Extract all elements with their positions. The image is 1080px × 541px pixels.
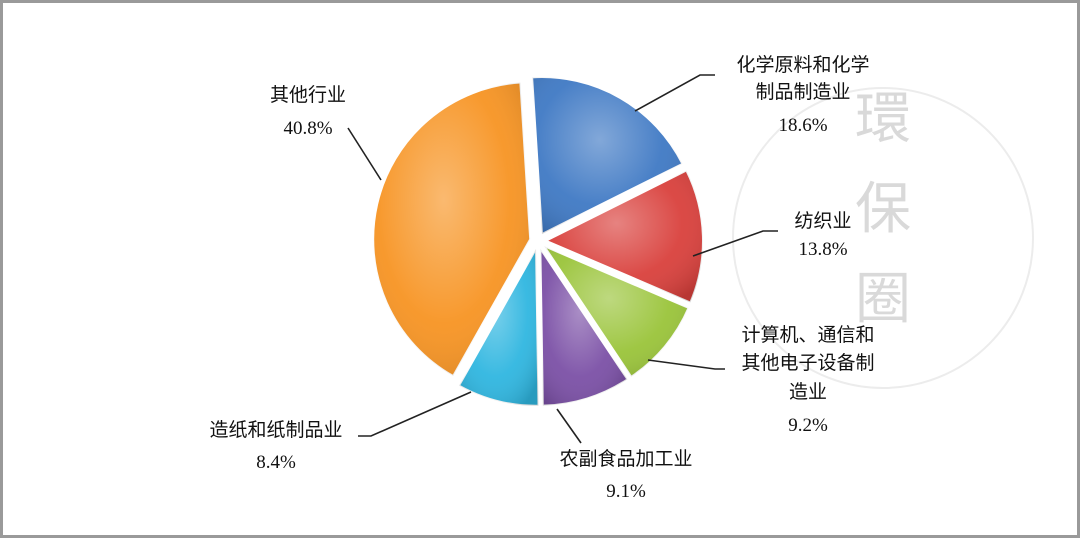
pie-slice-textile: [543, 169, 704, 304]
label-food: 农副食品加工业 9.1%: [559, 448, 692, 502]
leader-line-textile: [692, 230, 778, 257]
label-food-line-1: 农副食品加工业: [559, 448, 692, 470]
pie-slice-other-shine: [373, 82, 531, 377]
label-other: 其他行业 40.8%: [270, 84, 346, 139]
pie-slice-chem: [531, 76, 684, 236]
label-chem-line-2: 制品制造业: [755, 81, 850, 103]
leader-lines: [347, 74, 778, 444]
label-chem-line-1: 化学原料和化学: [736, 54, 869, 76]
pie-slice-computer-shine: [544, 246, 689, 377]
watermark-char-3: 圈: [855, 269, 911, 331]
watermark-char-1: 環: [855, 89, 911, 151]
label-chem-pct: 18.6%: [778, 115, 827, 136]
leader-line-other: [347, 127, 382, 181]
slice-labels: 化学原料和化学 制品制造业 18.6% 纺织业 13.8% 计算机、通信和 其他…: [209, 54, 874, 502]
pie-slice-paper-shine: [459, 248, 539, 406]
label-computer-line-2: 其他电子设备制: [741, 352, 874, 374]
pie-slice-food-shine: [540, 248, 628, 406]
watermark: 環 保 圈: [732, 87, 1034, 389]
pie-slice-paper: [457, 245, 540, 407]
leader-line-paper: [358, 391, 472, 437]
label-paper-line-1: 造纸和纸制品业: [209, 419, 342, 441]
label-textile-line-1: 纺织业: [794, 210, 851, 232]
pie-slice-textile-shine: [545, 170, 703, 303]
pie-chart: 環 保 圈 化学原料和化学 制品制造业 18.6% 纺织业 13.8%: [209, 54, 1034, 502]
leader-line-food: [556, 408, 582, 444]
leader-line-computer: [647, 359, 725, 370]
label-computer-line-3: 造业: [789, 381, 827, 403]
pie-slices: [372, 76, 704, 407]
label-other-line-1: 其他行业: [270, 84, 346, 106]
leader-line-chem: [634, 74, 715, 112]
label-computer-line-1: 计算机、通信和: [741, 324, 874, 346]
label-chem: 化学原料和化学 制品制造业 18.6%: [736, 54, 869, 136]
pie-slice-food: [539, 245, 629, 407]
watermark-char-2: 保: [855, 179, 911, 241]
label-computer-pct: 9.2%: [788, 415, 828, 436]
label-food-pct: 9.1%: [606, 481, 646, 502]
pie-slice-other: [372, 81, 532, 378]
watermark-circle: [732, 87, 1034, 389]
pie-slice-computer: [541, 243, 690, 379]
label-textile-pct: 13.8%: [798, 239, 847, 260]
label-other-pct: 40.8%: [283, 118, 332, 139]
label-computer: 计算机、通信和 其他电子设备制 造业 9.2%: [741, 324, 874, 436]
pie-slice-chem-shine: [532, 77, 683, 235]
label-paper-pct: 8.4%: [256, 452, 296, 473]
label-paper: 造纸和纸制品业 8.4%: [209, 419, 342, 473]
label-textile: 纺织业 13.8%: [794, 210, 851, 260]
